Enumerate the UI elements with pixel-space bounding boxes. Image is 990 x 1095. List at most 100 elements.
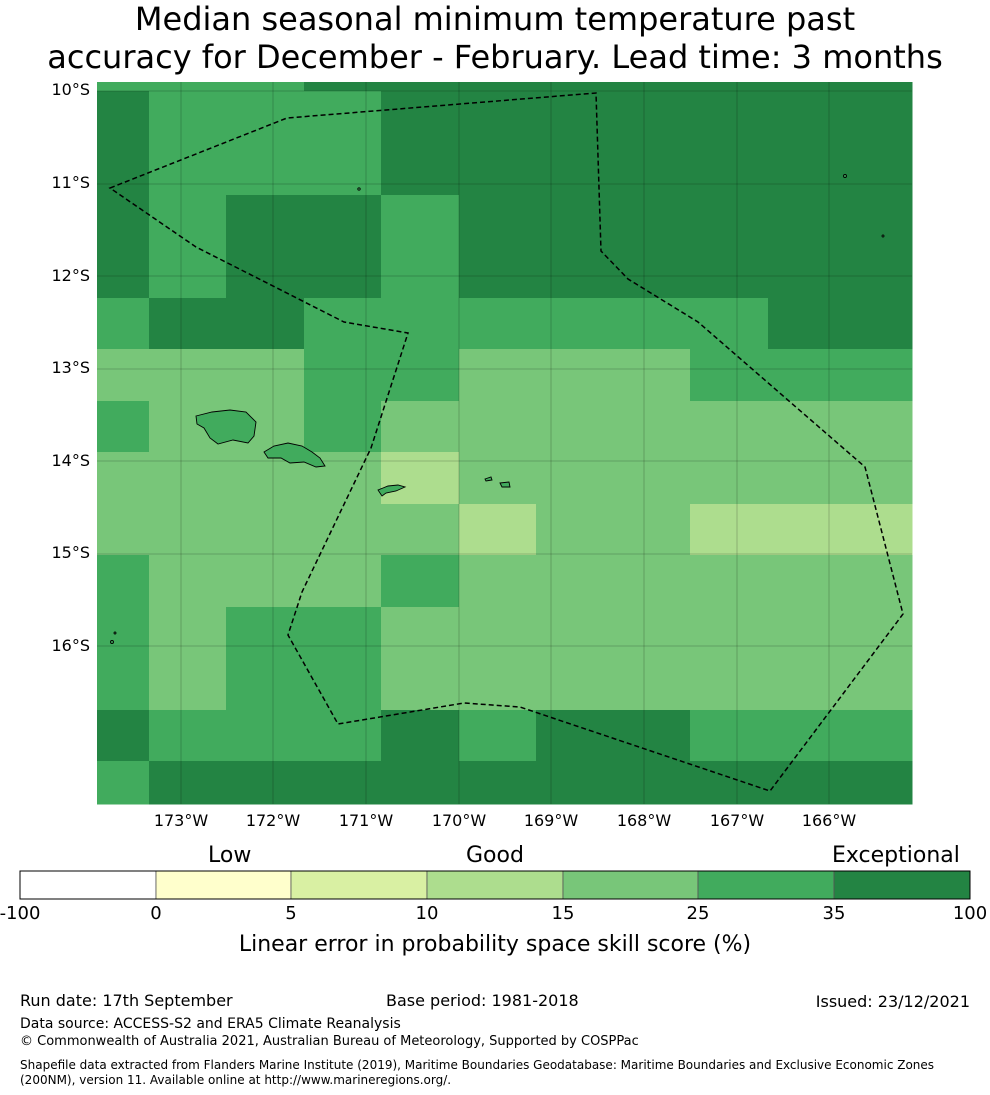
grid-cell: [459, 401, 537, 453]
grid-cell: [304, 298, 382, 350]
grid-cell: [97, 349, 150, 402]
grid-cell: [97, 504, 150, 556]
grid-cell: [97, 143, 150, 196]
copyright: © Commonwealth of Australia 2021, Austra…: [20, 1034, 639, 1049]
savaii-island: [195, 409, 257, 445]
grid-cell: [459, 761, 537, 805]
lon-label: 173°W: [153, 811, 209, 830]
grid-cell: [459, 349, 537, 402]
grid-cell: [381, 349, 460, 402]
grid-cell: [536, 91, 613, 144]
grid-cell: [226, 761, 305, 805]
colorbar-tick: 10: [415, 903, 439, 924]
skill-grid: [97, 82, 913, 805]
grid-cell: [97, 91, 150, 144]
grid-cell: [304, 82, 382, 92]
colorbar-tick: 0: [150, 903, 162, 924]
grid-cell: [612, 349, 691, 402]
grid-cell: [149, 82, 227, 92]
lat-label: 10°S: [51, 80, 90, 99]
grid-cell: [97, 246, 150, 299]
grid-cell: [149, 710, 227, 762]
grid-cell: [226, 349, 305, 402]
grid-cell: [459, 452, 537, 505]
grid-cell: [690, 143, 769, 196]
graticule: [97, 82, 912, 804]
colorbar-swatch: [290, 870, 428, 900]
grid-cell: [536, 504, 613, 556]
grid-cell: [536, 195, 613, 247]
colorbar-label: Linear error in probability space skill …: [238, 932, 752, 957]
grid-cell: [690, 298, 769, 350]
colorbar-tick: 25: [686, 903, 710, 924]
grid-cell: [612, 298, 691, 350]
grid-cell: [226, 607, 305, 659]
grid-cell: [97, 761, 150, 805]
atoll-islet: [843, 174, 847, 178]
grid-cell: [304, 401, 382, 453]
grid-cell: [768, 91, 913, 144]
grid-cell: [381, 761, 460, 805]
grid-cell: [612, 452, 691, 505]
grid-cell: [768, 82, 913, 92]
islands: [110, 174, 885, 644]
atoll-islet: [881, 234, 885, 238]
grid-cell: [304, 607, 382, 659]
grid-cell: [536, 298, 613, 350]
grid-cell: [536, 452, 613, 505]
grid-cell: [768, 195, 913, 247]
upolu-island: [263, 442, 326, 468]
lon-label: 172°W: [245, 811, 301, 830]
chart-title: Median seasonal minimum temperature past…: [0, 0, 990, 76]
grid-cell: [149, 555, 227, 608]
colorbar-tick: 35: [822, 903, 846, 924]
grid-cell: [381, 82, 460, 92]
grid-cell: [381, 195, 460, 247]
shapefile-credit-line-2: (200NM), version 11. Available online at…: [20, 1073, 452, 1087]
lon-label: 166°W: [801, 811, 857, 830]
grid-cell: [226, 195, 305, 247]
grid-cell: [612, 401, 691, 453]
grid-cell: [768, 761, 913, 805]
grid-cell: [690, 91, 769, 144]
grid-cell: [226, 82, 305, 92]
grid-cell: [768, 298, 913, 350]
tau-island: [499, 481, 511, 488]
grid-cell: [226, 504, 305, 556]
grid-cell: [612, 143, 691, 196]
grid-cell: [304, 91, 382, 144]
grid-cell: [97, 452, 150, 505]
lat-label: 14°S: [51, 451, 90, 470]
colorbar-tick: 15: [551, 903, 575, 924]
grid-cell: [768, 504, 913, 556]
grid-cell: [381, 658, 460, 711]
grid-cell: [97, 710, 150, 762]
grid-cell: [612, 555, 691, 608]
grid-cell: [768, 607, 913, 659]
grid-cell: [536, 658, 613, 711]
grid-cell: [612, 91, 691, 144]
grid-cell: [690, 710, 769, 762]
grid-cell: [690, 401, 769, 453]
grid-cell: [612, 710, 691, 762]
lat-label: 15°S: [51, 543, 90, 562]
grid-cell: [381, 143, 460, 196]
grid-cell: [768, 143, 913, 196]
grid-cell: [381, 401, 460, 453]
colorbar: [19, 870, 971, 900]
grid-cell: [226, 710, 305, 762]
eez-boundary: [108, 92, 904, 792]
grid-cell: [381, 246, 460, 299]
lat-label: 13°S: [51, 358, 90, 377]
colorbar-category-exceptional: Exceptional: [832, 843, 960, 868]
grid-cell: [459, 504, 537, 556]
atoll-islet: [110, 640, 114, 644]
grid-cell: [459, 658, 537, 711]
grid-cell: [304, 555, 382, 608]
grid-cell: [97, 607, 150, 659]
grid-cell: [690, 555, 769, 608]
title-line-2: accuracy for December - February. Lead t…: [47, 38, 943, 76]
atoll-islet: [113, 631, 117, 635]
lon-label: 171°W: [338, 811, 394, 830]
grid-cell: [612, 504, 691, 556]
